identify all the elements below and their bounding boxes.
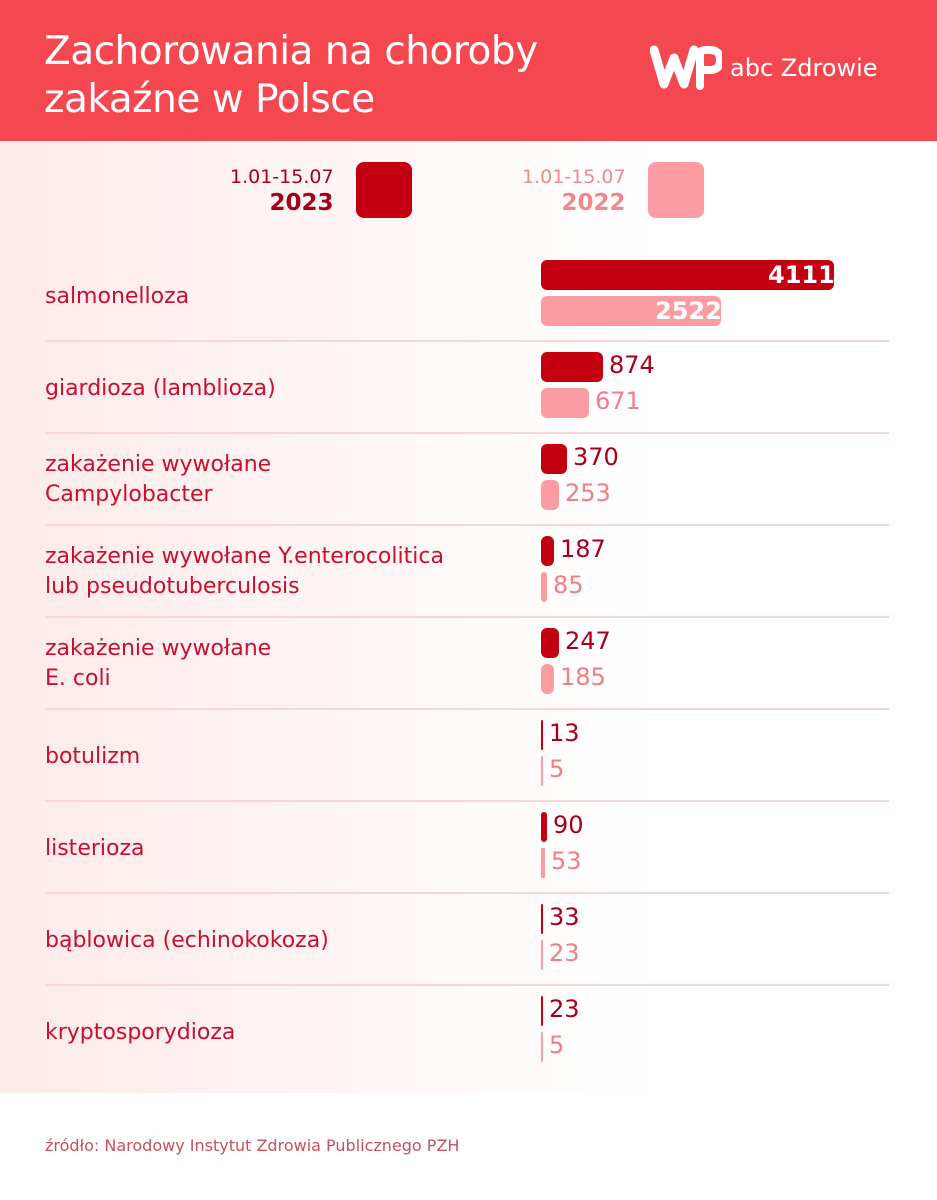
row-label: kryptosporydioza (45, 1020, 236, 1045)
row-label: zakażenie wywołane Y.enterocolitica lub … (45, 544, 444, 599)
value-label-2023: 370 (573, 443, 619, 471)
chart-row: listerioza 90 53 (0, 802, 937, 894)
legend-period: 1.01-15.07 (230, 166, 334, 188)
value-label-2022: 5 (549, 755, 565, 783)
source-note: źródło: Narodowy Instytut Zdrowia Public… (45, 1136, 460, 1155)
bar-2022 (541, 388, 589, 418)
legend-item-2023: 1.01-15.07 2023 (230, 162, 412, 218)
value-label-2023: 187 (560, 535, 606, 563)
title-line-1: Zachorowania na choroby (44, 29, 538, 74)
row-divider (45, 340, 889, 342)
chart-row: kryptosporydioza 23 5 (0, 986, 937, 1078)
bar-2023 (541, 536, 554, 566)
row-divider (45, 616, 889, 618)
bar-2023 (541, 628, 559, 658)
row-divider (45, 708, 889, 710)
legend-year: 2023 (269, 190, 334, 216)
page-title: Zachorowania na choroby zakaźne w Polsce (44, 28, 538, 124)
value-label-2022: 253 (565, 479, 611, 507)
value-label-2023: 90 (553, 811, 584, 839)
chart-row: zakażenie wywołane E. coli 247 185 (0, 618, 937, 710)
row-divider (45, 800, 889, 802)
value-label-2022: 53 (551, 847, 582, 875)
row-label: zakażenie wywołane Campylobacter (45, 452, 272, 507)
value-label-2022: 5 (549, 1031, 565, 1059)
row-label: botulizm (45, 744, 141, 769)
row-label: bąblowica (echinokokoza) (45, 928, 329, 953)
value-label-2022: 85 (553, 571, 584, 599)
value-label-2023: 247 (565, 627, 611, 655)
bar-2023 (541, 904, 543, 934)
value-label-2023: 23 (549, 995, 580, 1023)
bar-2023 (541, 812, 547, 842)
chart-row: botulizm 13 5 (0, 710, 937, 802)
row-label: salmonelloza (45, 284, 190, 309)
bar-2023 (541, 996, 543, 1026)
row-divider (45, 984, 889, 986)
bar-2023 (541, 352, 603, 382)
value-label-2023: 4111 (768, 261, 835, 289)
bar-2022 (541, 1032, 543, 1062)
chart-row: zakażenie wywołane Y.enterocolitica lub … (0, 526, 937, 618)
legend-year: 2022 (561, 190, 626, 216)
bar-2023 (541, 720, 543, 750)
bar-2022 (541, 572, 547, 602)
value-label-2022: 2522 (655, 297, 722, 325)
title-line-2: zakaźne w Polsce (44, 77, 375, 122)
chart-row: zakażenie wywołane Campylobacter 370 253 (0, 434, 937, 526)
legend-item-2022: 1.01-15.07 2022 (522, 162, 704, 218)
logo-text: abc Zdrowie (730, 54, 878, 82)
value-label-2023: 13 (549, 719, 580, 747)
bar-2022 (541, 664, 554, 694)
bar-2022 (541, 296, 721, 326)
row-label: zakażenie wywołane E. coli (45, 636, 272, 691)
row-divider (45, 432, 889, 434)
bar-2023 (541, 260, 834, 290)
header-banner: Zachorowania na choroby zakaźne w Polsce… (0, 0, 937, 141)
row-label: giardioza (lamblioza) (45, 376, 276, 401)
bar-2022 (541, 756, 543, 786)
row-label: listerioza (45, 836, 145, 861)
row-divider (45, 892, 889, 894)
value-label-2023: 874 (609, 351, 655, 379)
chart-row: giardioza (lamblioza) 874 671 (0, 342, 937, 434)
legend-swatch-2022 (647, 162, 704, 218)
chart-row: bąblowica (echinokokoza) 33 23 (0, 894, 937, 986)
chart-row: salmonelloza 4111 2522 (0, 250, 937, 342)
bar-2022 (541, 848, 545, 878)
value-label-2022: 185 (560, 663, 606, 691)
brand-logo: abc Zdrowie (650, 44, 878, 92)
value-label-2022: 23 (549, 939, 580, 967)
bar-2022 (541, 940, 543, 970)
value-label-2023: 33 (549, 903, 580, 931)
legend-swatch-2023 (355, 162, 412, 218)
legend-period: 1.01-15.07 (522, 166, 626, 188)
bar-2023 (541, 444, 567, 474)
row-divider (45, 524, 889, 526)
wp-logo-icon (650, 45, 722, 90)
value-label-2022: 671 (595, 387, 641, 415)
bar-2022 (541, 480, 559, 510)
